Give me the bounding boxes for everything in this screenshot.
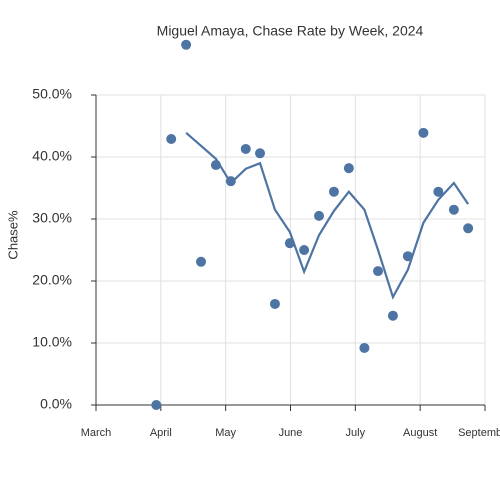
y-tick-label: 50.0% [32,86,72,102]
data-point [299,245,310,255]
data-point [314,210,325,221]
chart-title: Miguel Amaya, Chase Rate by Week, 2024 [157,23,424,39]
data-point [343,163,354,174]
data-point [328,186,339,197]
data-point [240,143,251,154]
data-point [181,39,192,50]
x-tick-label: March [81,427,112,439]
data-point [387,310,398,321]
data-point [373,266,384,277]
data-point [166,134,177,145]
data-point [255,148,266,159]
data-point [359,342,370,353]
data-point [463,223,474,234]
y-tick-label: 10.0% [32,334,72,350]
x-tick-label: August [403,427,437,439]
x-tick-label: May [215,427,236,439]
y-tick-label: 20.0% [32,272,72,288]
data-point [448,204,459,215]
y-axis-label: Chase% [5,210,20,260]
y-tick-label: 40.0% [32,148,72,164]
data-point [151,400,162,410]
data-point [269,298,280,309]
x-tick-label: September [458,427,500,439]
y-tick-label: 0.0% [40,396,72,412]
trend-line [185,131,470,300]
data-point [402,251,413,262]
data-point [433,186,444,197]
x-tick-label: June [279,427,303,439]
x-tick-label: April [150,427,172,439]
data-point [196,256,207,267]
y-tick-label: 30.0% [32,210,72,226]
x-tick-label: July [346,427,366,439]
data-point [418,127,429,138]
